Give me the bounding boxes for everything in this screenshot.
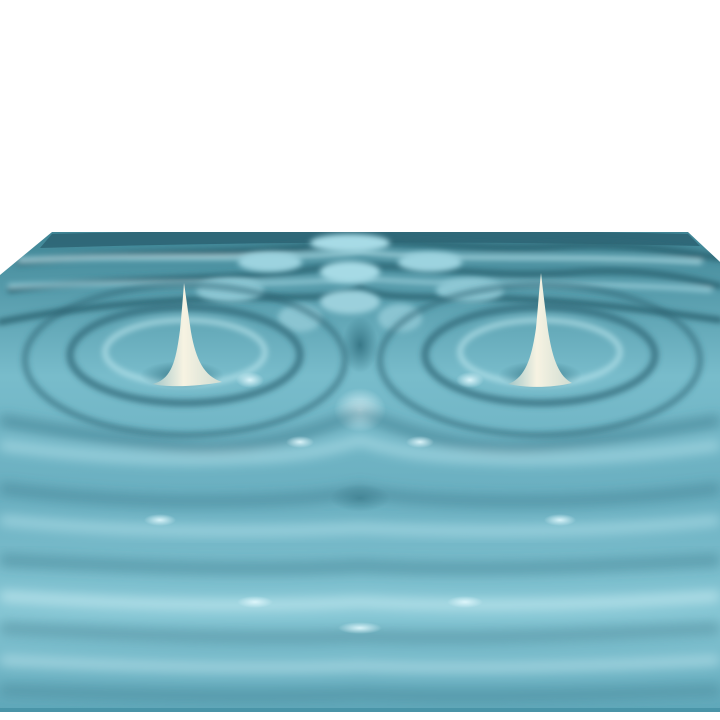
left-wave-peak: [152, 283, 222, 387]
surface-front-edge: [0, 708, 720, 712]
right-wave-peak: [508, 273, 572, 387]
